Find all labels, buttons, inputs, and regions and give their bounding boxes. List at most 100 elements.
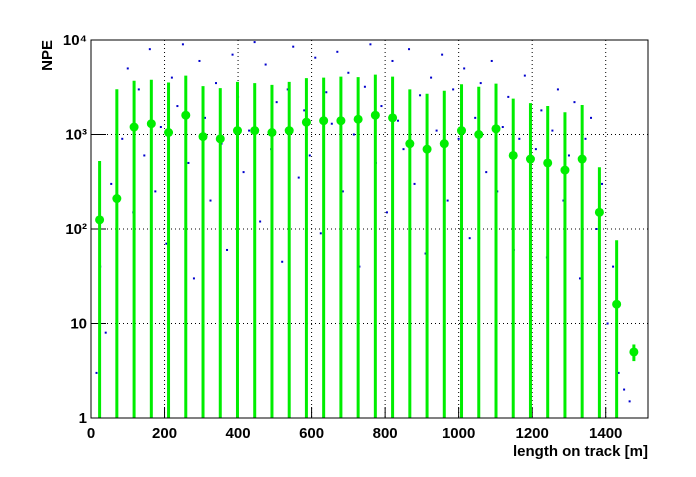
scatter-point: [507, 95, 510, 98]
scatter-point: [567, 154, 570, 157]
scatter-point: [617, 371, 620, 374]
scatter-point: [380, 105, 383, 108]
scatter-point: [231, 53, 234, 56]
scatter-point: [612, 265, 615, 268]
x-tick-label: 1400: [589, 425, 622, 442]
scatter-point: [203, 116, 206, 119]
scatter-point: [330, 122, 333, 125]
profile-point: [319, 116, 329, 126]
profile-point: [146, 119, 156, 129]
profile-point: [508, 150, 518, 160]
y-tick-label: 10⁴: [63, 32, 87, 49]
profile-point: [198, 132, 208, 142]
scatter-point: [441, 53, 444, 56]
scatter-point: [137, 88, 140, 91]
x-tick-label: 400: [226, 425, 251, 442]
scatter-point: [479, 82, 482, 85]
scatter-point: [490, 59, 493, 62]
profile-point: [491, 124, 501, 134]
x-tick-label: 600: [299, 425, 324, 442]
scatter-point: [292, 45, 295, 48]
frame: [90, 39, 649, 419]
scatter-point: [584, 137, 587, 140]
scatter-point: [226, 248, 229, 251]
scatter-point: [402, 148, 405, 151]
y-tick-label: 1: [79, 410, 87, 427]
x-tick-label: 200: [152, 425, 177, 442]
scatter-point: [341, 190, 344, 193]
scatter-point: [319, 232, 322, 235]
y-axis-title: NPE: [39, 40, 56, 71]
profile-point: [129, 122, 139, 132]
scatter-point: [303, 109, 306, 112]
scatter-point: [595, 228, 598, 230]
x-tick-label: 0: [87, 425, 95, 442]
profile-point: [388, 113, 398, 123]
scatter-point: [264, 63, 267, 66]
profile-point: [232, 126, 242, 136]
scatter-point: [556, 88, 559, 91]
scatter-point: [573, 101, 576, 104]
scatter-point: [457, 137, 460, 140]
scatter-point: [259, 220, 262, 223]
scatter-point: [474, 116, 477, 119]
scatter-point: [430, 76, 433, 79]
scatter-point: [369, 43, 372, 46]
scatter-point: [628, 400, 631, 403]
y-tick-label: 10³: [65, 127, 87, 144]
profile-point: [543, 158, 553, 168]
scatter-point: [518, 137, 521, 140]
scatter-point: [391, 59, 394, 62]
scatter-point: [314, 56, 317, 59]
profile-point: [370, 110, 380, 120]
scatter-point: [148, 48, 151, 51]
scatter-point: [452, 88, 455, 91]
scatter-point: [181, 43, 184, 46]
scatter-point: [601, 182, 604, 185]
profile-point: [422, 144, 432, 154]
scatter-point: [396, 119, 399, 122]
scatter-point: [363, 85, 366, 88]
profile-point: [215, 134, 225, 144]
profile-point: [284, 126, 294, 136]
scatter-point: [308, 154, 311, 157]
profile-point: [629, 347, 639, 357]
scatter-point: [501, 126, 504, 129]
profile-point: [457, 126, 467, 136]
x-axis-title: length on track [m]: [513, 443, 648, 460]
scatter-point: [198, 59, 201, 62]
profile-point: [301, 117, 311, 127]
profile-point: [181, 110, 191, 120]
scatter-point: [253, 41, 256, 44]
scatter-point: [578, 277, 581, 280]
profile-point: [594, 207, 604, 217]
profile-point: [474, 130, 484, 139]
scatter-point: [534, 148, 537, 151]
scatter-point: [215, 82, 218, 85]
scatter-point: [325, 91, 328, 94]
profile-point: [267, 127, 277, 137]
scatter-point: [468, 237, 471, 240]
profile-point: [250, 126, 260, 136]
x-tick-label: 1000: [442, 425, 475, 442]
scatter-point: [192, 277, 195, 280]
scatter-point: [485, 171, 488, 174]
profile-point: [525, 154, 535, 164]
plot-area: [95, 41, 639, 418]
scatter-point: [408, 48, 411, 51]
scatter-point: [170, 76, 173, 79]
profile-point: [560, 165, 570, 175]
profile-point: [95, 215, 105, 225]
scatter-point: [297, 176, 300, 179]
profile-point: [439, 139, 449, 149]
scatter-point: [336, 50, 339, 53]
scatter-point: [551, 129, 554, 132]
scatter-point: [242, 171, 245, 174]
scatter-point: [248, 129, 251, 132]
scatter-point: [143, 154, 146, 157]
scatter-point: [606, 322, 609, 325]
scatter-point: [540, 109, 543, 112]
scatter-point: [419, 94, 422, 97]
